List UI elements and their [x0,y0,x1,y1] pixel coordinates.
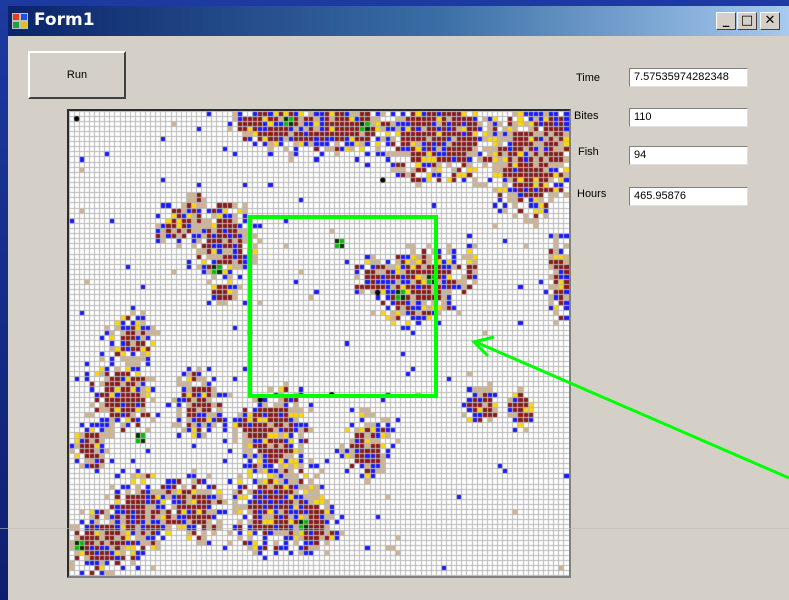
simulation-canvas[interactable] [69,111,569,576]
minimize-button[interactable]: _ [716,12,736,30]
close-button[interactable]: ✕ [760,12,780,30]
time-label: Time [576,72,601,84]
fish-field[interactable]: 94 [629,146,748,165]
hours-label: Hours [577,188,607,200]
app-window: Form1 _ □ ✕ Run Time 7.57535974282348 Bi… [0,6,789,600]
fish-label: Fish [578,146,599,158]
window-title: Form1 [34,10,95,30]
hours-field[interactable]: 465.95876 [629,187,748,206]
maximize-button[interactable]: □ [737,12,757,30]
time-field[interactable]: 7.57535974282348 [629,68,748,87]
bites-field[interactable]: 110 [629,108,748,127]
bites-label: Bites [574,110,599,122]
divider-line [0,528,789,529]
app-icon [12,13,28,29]
run-button[interactable]: Run [28,51,126,99]
title-bar[interactable]: Form1 _ □ ✕ [8,6,789,36]
simulation-grid[interactable] [67,109,571,578]
